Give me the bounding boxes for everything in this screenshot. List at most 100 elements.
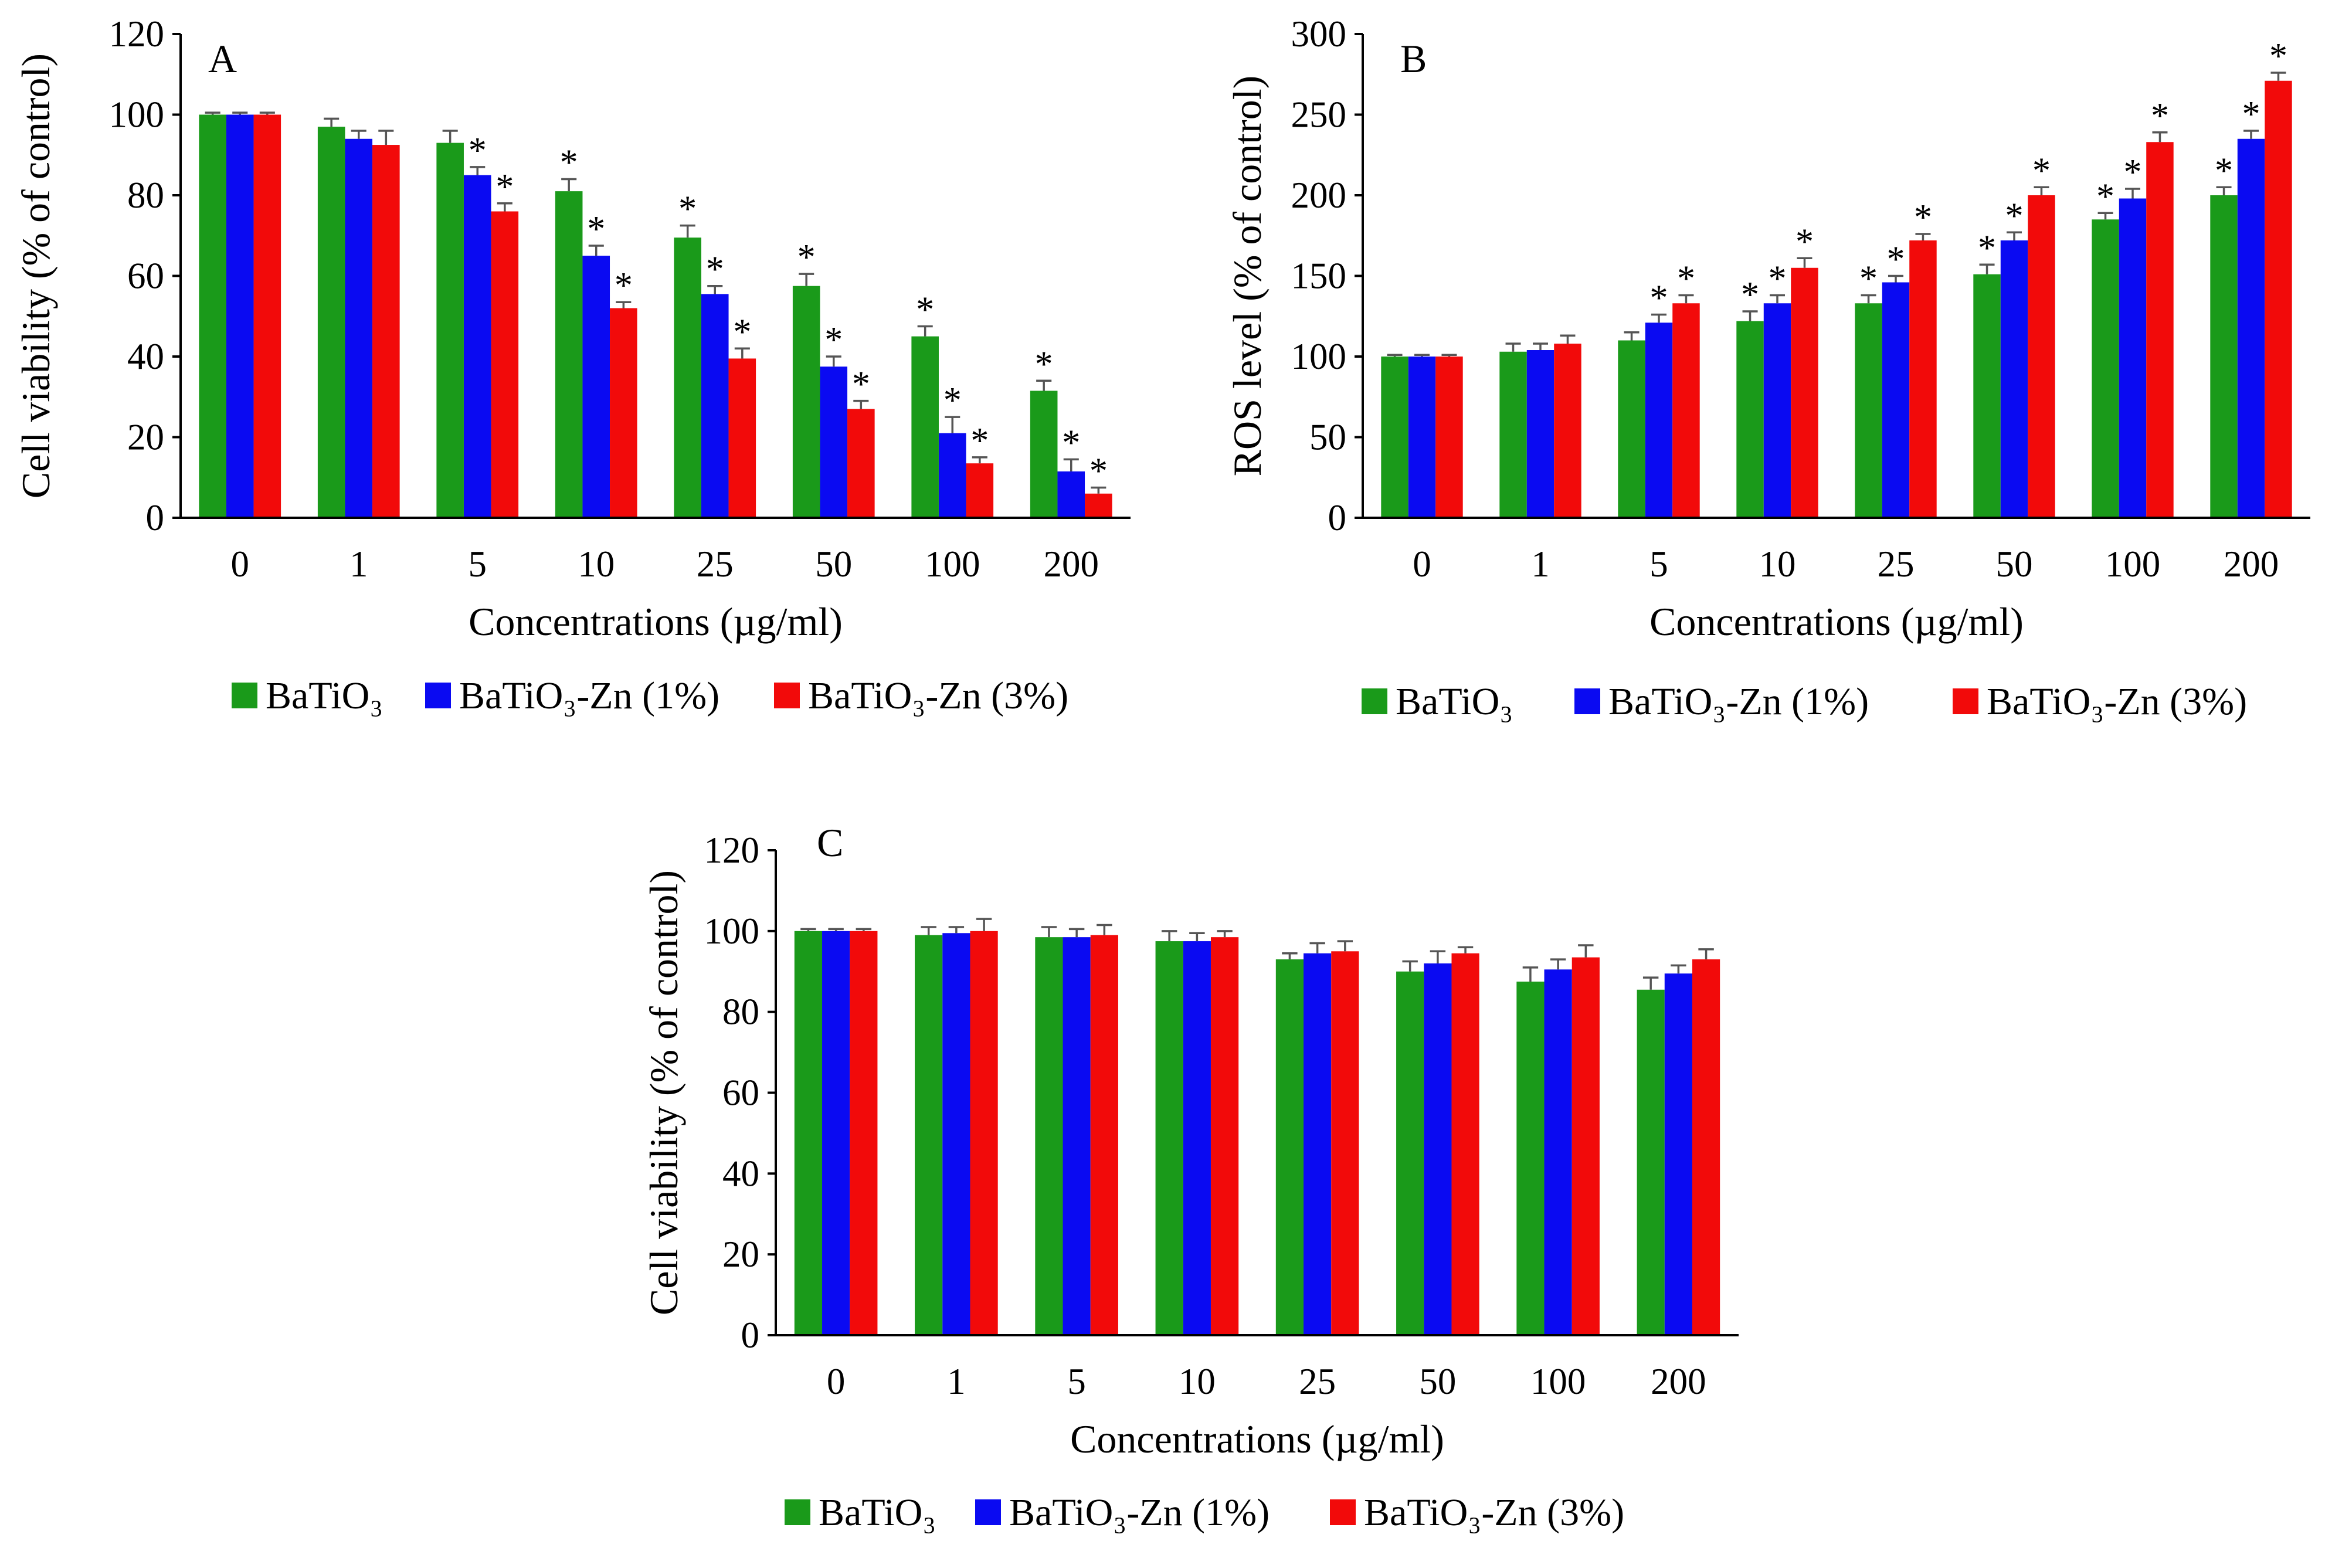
legend-swatch <box>232 683 257 708</box>
panel-label: B <box>1400 36 1427 81</box>
legend-label: BaTiO₃-Zn (3%) <box>808 674 1068 717</box>
series-batio3-zn-3pct: ****** <box>1435 36 2292 518</box>
x-tick-label: 5 <box>1649 544 1668 585</box>
bar <box>1381 357 1408 518</box>
bar <box>1331 951 1359 1335</box>
x-tick-label: 200 <box>1651 1361 1706 1402</box>
bar <box>1155 941 1183 1335</box>
bar <box>2146 142 2174 518</box>
y-tick-label: 40 <box>722 1153 759 1194</box>
significance-marker: * <box>2215 151 2233 191</box>
significance-marker: * <box>1650 279 1668 318</box>
x-tick-label: 1 <box>349 544 368 585</box>
legend-swatch <box>774 683 800 708</box>
significance-marker: * <box>970 421 989 461</box>
bar <box>610 308 637 518</box>
significance-marker: * <box>2032 151 2051 191</box>
y-axis-title: Cell viability (% of control) <box>13 53 58 498</box>
legend-label: BaTiO₃-Zn (3%) <box>1364 1491 1624 1534</box>
significance-marker: * <box>678 189 697 229</box>
y-tick-label: 120 <box>109 13 165 55</box>
y-tick-label: 300 <box>1291 13 1347 55</box>
bar <box>820 366 848 518</box>
bar <box>1637 989 1665 1335</box>
y-tick-label: 60 <box>127 256 164 297</box>
bar <box>436 142 464 518</box>
y-tick-label: 80 <box>722 992 759 1033</box>
bar <box>822 931 850 1335</box>
x-tick-label: 10 <box>578 544 615 585</box>
x-axis-title: Concentrations (µg/ml) <box>1649 599 2024 644</box>
x-tick-label: 200 <box>2224 544 2279 585</box>
bar <box>850 931 878 1335</box>
x-tick-label: 0 <box>1413 544 1431 585</box>
bar <box>2000 240 2028 518</box>
legend-swatch <box>975 1499 1001 1525</box>
bar <box>1692 959 1720 1335</box>
significance-marker: * <box>1035 344 1053 384</box>
bar <box>317 127 345 518</box>
x-tick-label: 100 <box>1530 1361 1586 1402</box>
y-tick-label: 100 <box>704 911 760 952</box>
bar <box>1057 471 1085 518</box>
bar <box>1645 323 1673 518</box>
legend-swatch <box>425 683 451 708</box>
bar <box>1435 357 1463 518</box>
legend-swatch <box>1953 688 1978 714</box>
bar <box>1090 935 1118 1335</box>
x-tick-label: 25 <box>1878 544 1915 585</box>
x-tick-label: 10 <box>1179 1361 1216 1402</box>
x-tick-label: 0 <box>827 1361 846 1402</box>
y-tick-label: 120 <box>704 830 760 871</box>
significance-marker: * <box>2005 196 2024 236</box>
legend-label: BaTiO₃ <box>819 1491 936 1534</box>
bar <box>1275 959 1304 1335</box>
legend: BaTiO₃ BaTiO₃-Zn (1%) BaTiO₃-Zn (3%) <box>785 1491 1624 1534</box>
significance-marker: * <box>2151 96 2169 136</box>
bar <box>1909 240 1937 518</box>
x-tick-label: 50 <box>1996 544 2033 585</box>
x-tick-label: 100 <box>2105 544 2161 585</box>
significance-marker: * <box>615 266 633 306</box>
legend-label: BaTiO₃ <box>1396 680 1513 723</box>
legend-swatch <box>1330 1499 1356 1525</box>
series-batio3-zn-3pct <box>850 918 1720 1335</box>
bar <box>253 114 281 518</box>
bar <box>966 463 994 518</box>
bar <box>847 409 875 518</box>
bar <box>345 138 373 518</box>
y-tick-label: 60 <box>722 1073 759 1114</box>
bar <box>1791 267 1818 518</box>
x-tick-label: 5 <box>469 544 487 585</box>
chart-panel-c: 0 20 40 60 80 100 120 0 1 5 10 25 50 100 200 Concentrat… <box>641 820 1739 1534</box>
bar <box>792 286 820 518</box>
significance-marker: * <box>706 250 724 290</box>
x-tick-label: 50 <box>1419 1361 1456 1402</box>
y-tick-label: 200 <box>1291 175 1347 216</box>
legend: BaTiO₃ BaTiO₃-Zn (1%) BaTiO₃-Zn (3%) <box>232 674 1068 717</box>
bar <box>915 935 943 1335</box>
significance-marker: * <box>469 131 487 171</box>
significance-marker: * <box>1887 240 1905 280</box>
bar <box>1571 957 1600 1335</box>
legend-swatch <box>785 1499 810 1525</box>
legend-label: BaTiO₃ <box>266 674 383 717</box>
series-batio3-zn-3pct: ****** <box>253 111 1112 518</box>
significance-marker: * <box>2096 177 2114 216</box>
series-batio3 <box>794 926 1665 1335</box>
bar <box>1451 953 1479 1335</box>
bar <box>582 256 610 518</box>
significance-marker: * <box>1677 259 1695 299</box>
bar <box>942 933 970 1335</box>
y-tick-label: 0 <box>1328 497 1347 538</box>
x-axis-title: Concentrations (µg/ml) <box>469 599 843 644</box>
bar <box>2119 198 2147 518</box>
significance-marker: * <box>2269 36 2287 76</box>
bar <box>1063 937 1091 1335</box>
bar <box>1396 971 1424 1335</box>
x-tick-label: 25 <box>1299 1361 1336 1402</box>
significance-marker: * <box>1859 259 1878 299</box>
bar <box>1554 344 1581 518</box>
bar <box>1304 953 1332 1335</box>
